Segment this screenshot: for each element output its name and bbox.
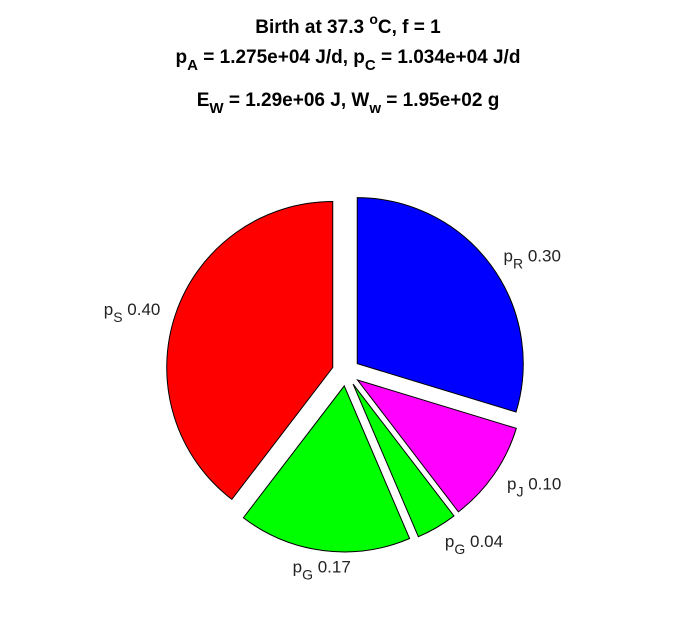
title-segment: w — [368, 100, 381, 117]
slice-label-base: p — [507, 475, 516, 494]
slice-label-subscript: S — [113, 309, 122, 325]
title-segment: = 1.29e+06 J, W — [224, 90, 370, 111]
title-segment: o — [369, 11, 378, 27]
slice-label-0: pR 0.30 — [504, 246, 561, 271]
title-segment: W — [209, 100, 224, 117]
slice-label-base: p — [445, 532, 454, 551]
title-line-2: pA = 1.275e+04 J/d, pC = 1.034e+04 J/d — [176, 47, 521, 74]
slice-label-value: 0.17 — [318, 558, 351, 577]
slice-label-3: pG 0.17 — [293, 558, 351, 583]
title-segment: Birth at 37.3 — [255, 17, 369, 38]
slice-label-1: pJ 0.10 — [507, 475, 561, 500]
title-segment: = 1.95e+02 g — [381, 90, 499, 111]
slice-label-value: 0.30 — [528, 246, 561, 265]
title-segment: = 1.034e+04 J/d — [376, 47, 521, 68]
pie-slices — [166, 197, 524, 553]
pie-slice-pr-0.30 — [356, 197, 524, 413]
title-segment: C — [365, 57, 376, 74]
slice-label-subscript: G — [454, 541, 465, 557]
slice-label-subscript: R — [513, 255, 523, 271]
slice-label-value: 0.40 — [127, 300, 160, 319]
chart-title: Birth at 37.3 oC, f = 1 pA = 1.275e+04 J/… — [176, 11, 521, 117]
pie-slice-pg-0.17 — [242, 384, 411, 553]
slice-label-4: pS 0.40 — [104, 300, 161, 325]
slice-label-value: 0.04 — [470, 532, 503, 551]
slice-label-subscript: G — [302, 567, 313, 583]
slice-label-base: p — [293, 558, 302, 577]
pie-slice-pj-0.10 — [356, 379, 517, 513]
slice-label-base: p — [104, 300, 113, 319]
title-segment: p — [176, 47, 188, 68]
pie-slice-ps-0.40 — [166, 201, 334, 501]
title-segment: C, f = 1 — [378, 17, 441, 38]
slice-label-base: p — [504, 246, 513, 265]
title-segment: = 1.275e+04 J/d, p — [198, 47, 365, 68]
title-line-1: Birth at 37.3 oC, f = 1 — [255, 11, 441, 38]
title-line-3: EW = 1.29e+06 J, Ww = 1.95e+02 g — [197, 90, 500, 117]
slice-label-value: 0.10 — [528, 475, 561, 494]
pie-slice-pg-0.04 — [352, 383, 455, 538]
slice-label-subscript: J — [516, 484, 523, 500]
title-segment: E — [197, 90, 210, 111]
title-segment: A — [187, 57, 198, 74]
slice-label-2: pG 0.04 — [445, 532, 503, 557]
